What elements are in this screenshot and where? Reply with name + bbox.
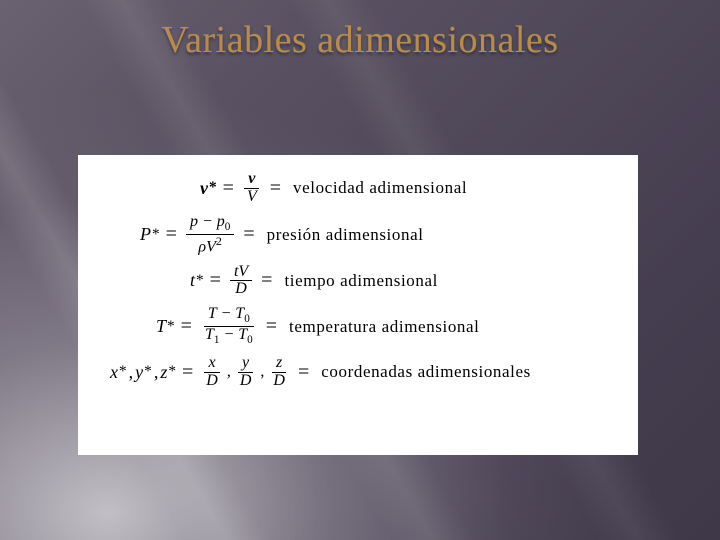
equals: = — [182, 361, 193, 384]
equation-velocity: v* = v V = velocidad adimensional — [100, 171, 616, 206]
equals: = — [181, 315, 192, 338]
label-pressure: presión adimensional — [267, 225, 424, 245]
den-temperature: T1 − T0 — [201, 327, 257, 347]
equals: = — [223, 177, 234, 200]
label-coords: coordenadas adimensionales — [321, 362, 531, 382]
equals: = — [243, 223, 254, 246]
frac-x: x D — [202, 355, 222, 390]
lhs-pressure: P* — [140, 224, 160, 245]
equation-pressure: P* = p − p0 ρV2 = presión adimensional — [100, 214, 616, 256]
den-x: D — [202, 373, 222, 390]
den-pressure: ρV2 — [194, 235, 225, 256]
label-velocity: velocidad adimensional — [293, 178, 467, 198]
equals: = — [261, 269, 272, 292]
den-z: D — [269, 373, 289, 390]
num-pressure: p − p0 — [186, 214, 234, 235]
den-y: D — [236, 373, 256, 390]
equation-coords: x*, y*, z* = x D , y D , z D = coordenad… — [100, 355, 616, 390]
equals: = — [270, 177, 281, 200]
label-temperature: temperatura adimensional — [289, 317, 479, 337]
num-x: x — [204, 355, 219, 373]
equals: = — [298, 361, 309, 384]
comma: , — [260, 363, 264, 381]
lhs-coords: x*, y*, z* — [110, 362, 176, 383]
equals: = — [210, 269, 221, 292]
comma: , — [227, 363, 231, 381]
label-time: tiempo adimensional — [284, 271, 438, 291]
num-temperature: T − T0 — [204, 306, 254, 327]
den-time: D — [231, 281, 251, 298]
num-z: z — [272, 355, 286, 373]
frac-temperature: T − T0 T1 − T0 — [201, 306, 257, 347]
frac-z: z D — [269, 355, 289, 390]
lhs-velocity: v* — [200, 178, 217, 199]
equation-time: t* = tV D = tiempo adimensional — [100, 264, 616, 299]
lhs-time: t* — [190, 270, 204, 291]
num-velocity: v — [244, 171, 259, 189]
num-y: y — [238, 355, 253, 373]
frac-y: y D — [236, 355, 256, 390]
equations-panel: v* = v V = velocidad adimensional P* = p… — [78, 155, 638, 455]
num-time: tV — [230, 264, 252, 282]
frac-time: tV D — [230, 264, 252, 299]
equals: = — [266, 315, 277, 338]
den-velocity: V — [243, 189, 261, 206]
frac-pressure: p − p0 ρV2 — [186, 214, 234, 256]
frac-velocity: v V — [243, 171, 261, 206]
equals: = — [166, 223, 177, 246]
lhs-temperature: T* — [156, 316, 175, 337]
equation-temperature: T* = T − T0 T1 − T0 = temperatura adimen… — [100, 306, 616, 347]
slide-title: Variables adimensionales — [0, 18, 720, 62]
